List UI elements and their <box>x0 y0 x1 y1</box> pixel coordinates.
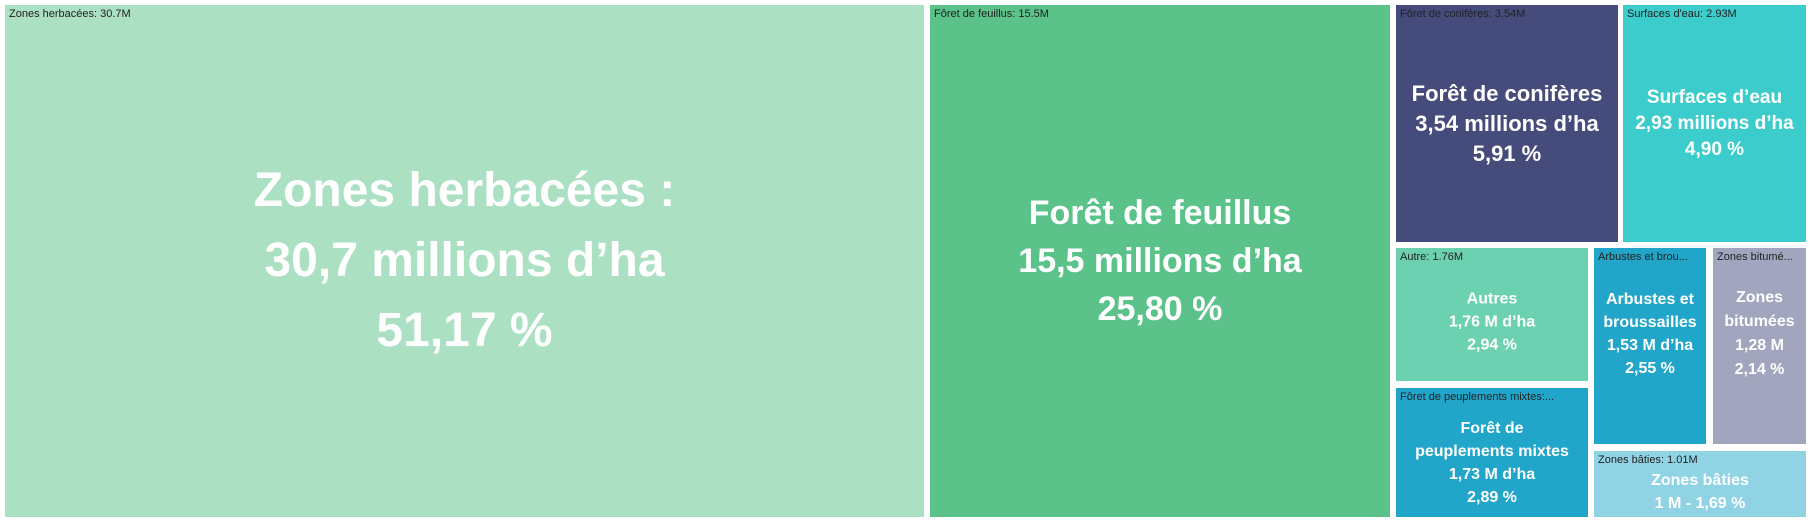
treemap-tile[interactable]: Zones bâties: 1.01M Zones bâties 1 M - 1,6… <box>1594 451 1806 517</box>
treemap-tile[interactable]: Zones bitumé... Zones bitumées 1,28 M 2,14 % <box>1713 248 1806 444</box>
data-label-line: 2,55 % <box>1625 360 1675 378</box>
data-label-line: Forêt de conifères <box>1411 80 1603 106</box>
data-label-line: 2,14 % <box>1734 361 1785 379</box>
treemap-tile[interactable]: Surfaces d'eau: 2.93M Surfaces d’eau 2,93 … <box>1623 5 1806 242</box>
tile-caption: Zones bâties: 1.01M <box>1598 454 1698 466</box>
data-label-line: 5,91 % <box>1472 140 1542 166</box>
tile-caption: Fôret de conifères: 3.54M <box>1400 8 1526 20</box>
tile-caption: Zones herbacées: 30.7M <box>9 8 131 20</box>
data-label-line: 30,7 millions d’ha <box>264 234 665 287</box>
data-label-line: 4,90 % <box>1684 138 1745 160</box>
data-label-line: 1,28 M <box>1735 337 1784 355</box>
data-label-line: Surfaces d’eau <box>1646 86 1783 108</box>
data-label-line: Forêt de feuillus <box>1028 194 1292 232</box>
treemap-tile[interactable]: Fôret de peuplements mixtes:... Forêt de p… <box>1396 388 1588 517</box>
treemap-tile[interactable]: Autre: 1.76M Autres 1,76 M d’ha 2,94 % <box>1396 248 1588 381</box>
data-label-line: 3,54 millions d’ha <box>1415 110 1599 136</box>
treemap-tile[interactable]: Fôret de conifères: 3.54M Forêt de conifè… <box>1396 5 1618 242</box>
data-label-line: 51,17 % <box>376 304 553 357</box>
data-label-line: 2,89 % <box>1467 488 1517 506</box>
tile-data-label: Forêt de conifères 3,54 millions d’ha 5,91… <box>1396 79 1618 169</box>
tile-data-label: Surfaces d’eau 2,93 millions d’ha 4,90 % <box>1623 85 1806 163</box>
treemap-tile[interactable]: Zones herbacées: 30.7M Zones herbacées : 3… <box>5 5 924 517</box>
tile-data-label: Arbustes et broussailles 1,53 M d’ha 2,55 % <box>1594 288 1706 380</box>
tile-data-label: Zones bâties 1 M - 1,69 % <box>1594 469 1806 515</box>
data-label-line: 15,5 millions d’ha <box>1018 242 1302 280</box>
tile-data-label: Zones herbacées : 30,7 millions d’ha 51,17… <box>5 156 924 366</box>
data-label-line: 2,93 millions d’ha <box>1635 112 1794 134</box>
tile-caption: Surfaces d'eau: 2.93M <box>1627 8 1737 20</box>
data-label-line: 1,73 M d’ha <box>1448 465 1536 483</box>
data-label-line: Zones <box>1735 289 1784 307</box>
data-label-line: Autres <box>1466 290 1518 308</box>
tile-caption: Fôret de peuplements mixtes:... <box>1400 391 1555 403</box>
data-label-line: 1 M - 1,69 % <box>1654 494 1746 512</box>
tile-data-label: Zones bitumées 1,28 M 2,14 % <box>1713 286 1806 382</box>
data-label-line: 1,53 M d’ha <box>1606 337 1694 355</box>
data-label-line: Forêt de <box>1460 419 1524 437</box>
tile-caption: Autre: 1.76M <box>1400 251 1463 263</box>
data-label-line: Zones bâties <box>1651 471 1749 489</box>
data-label-line: broussailles <box>1603 314 1697 332</box>
tile-data-label: Forêt de feuillus 15,5 millions d’ha 25,80… <box>930 189 1390 333</box>
tile-caption: Zones bitumé... <box>1717 251 1793 263</box>
data-label-line: peuplements mixtes <box>1415 442 1569 460</box>
tile-caption: Fôret de feuillus: 15.5M <box>934 8 1049 20</box>
tile-data-label: Autres 1,76 M d’ha 2,94 % <box>1396 288 1588 357</box>
tile-caption: Arbustes et brou... <box>1598 251 1688 263</box>
data-label-line: 2,94 % <box>1467 336 1517 354</box>
data-label-line: 1,76 M d’ha <box>1448 313 1536 331</box>
treemap-tile[interactable]: Arbustes et brou... Arbustes et broussaill… <box>1594 248 1706 444</box>
data-label-line: bitumées <box>1724 313 1795 331</box>
tile-data-label: Forêt de peuplements mixtes 1,73 M d’ha 2,8… <box>1396 417 1588 509</box>
data-label-line: Zones herbacées : <box>253 164 676 217</box>
data-label-line: 25,80 % <box>1097 290 1223 328</box>
data-label-line: Arbustes et <box>1605 291 1695 309</box>
treemap-tile[interactable]: Fôret de feuillus: 15.5M Forêt de feuillu… <box>930 5 1390 517</box>
